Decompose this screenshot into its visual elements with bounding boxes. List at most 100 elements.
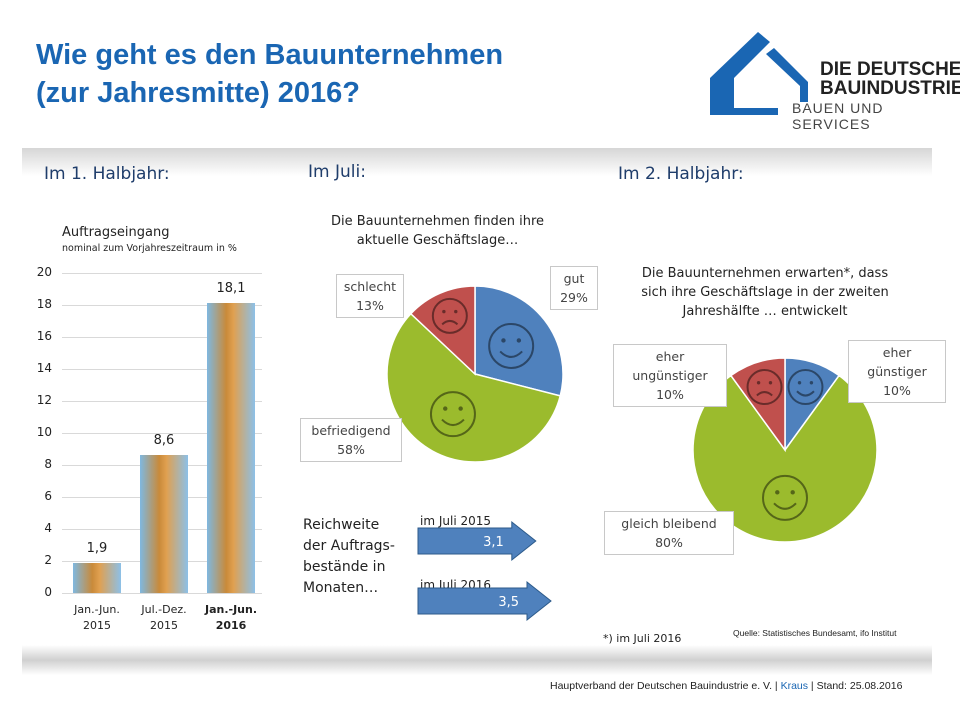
footer-org: Hauptverband der Deutschen Bauindustrie … <box>550 680 773 692</box>
arrow-value-label: 3,1 <box>483 535 504 550</box>
footnote: *) im Juli 2016 <box>603 632 682 645</box>
footer: Hauptverband der Deutschen Bauindustrie … <box>550 680 902 692</box>
arrow-bar <box>417 580 552 622</box>
gridline <box>62 273 262 274</box>
x-category-line: Jul.-Dez. <box>141 603 187 616</box>
pie-slice-schlecht <box>409 285 476 376</box>
y-tick-label: 16 <box>36 329 52 343</box>
logo-text: BAUINDUSTRIE <box>820 78 960 99</box>
y-tick-label: 0 <box>44 585 52 599</box>
callout-value: 58% <box>337 442 365 457</box>
top-band <box>22 148 932 176</box>
arrow-bar <box>417 520 537 562</box>
gridline <box>62 433 262 434</box>
y-tick-label: 2 <box>44 553 52 567</box>
pie2-title: Die Bauunternehmen erwarten*, dass sich i… <box>610 264 920 321</box>
y-tick-label: 4 <box>44 521 52 535</box>
gridline <box>62 337 262 338</box>
bar-value-label: 8,6 <box>153 433 175 449</box>
x-category-line: Jan.-Jun. <box>74 603 120 616</box>
section-heading: Im Juli: <box>308 162 366 182</box>
arrow-category: im Juli 2015 <box>420 514 492 528</box>
callout-label: gleich bleibend <box>621 516 717 531</box>
gridline <box>62 593 262 594</box>
gridline <box>62 369 262 370</box>
reichweite-line: Monaten… <box>303 580 379 596</box>
callout-label: günstiger <box>867 364 927 379</box>
footer-author: Kraus <box>780 680 809 692</box>
pie-slice-gut <box>474 285 564 397</box>
gridline <box>62 305 262 306</box>
title-line: Wie geht es den Bauunternehmen <box>36 39 504 71</box>
callout-value: 10% <box>656 387 684 402</box>
pie2-title-line: Die Bauunternehmen erwarten*, dass <box>641 266 889 281</box>
bottom-band <box>22 645 932 675</box>
pie1-title-line: Die Bauunternehmen finden ihre <box>330 214 545 229</box>
footer-sep: | <box>808 680 817 692</box>
smiley-icon <box>746 369 783 406</box>
section-heading: Im 2. Halbjahr: <box>618 164 744 184</box>
pie-slice-befriedigend <box>386 312 562 463</box>
arrow-value-label: 3,5 <box>498 595 519 610</box>
callout-befriedigend: befriedigend 58% <box>300 418 402 462</box>
smiley-icon <box>431 297 468 334</box>
pie1-title-line: aktuelle Geschäftslage… <box>356 233 519 248</box>
arrow-bar-chart: 3,1 3,5 <box>417 520 552 622</box>
callout-label: eher <box>655 349 685 364</box>
pie-slice-gleich-bleibend <box>692 374 878 543</box>
callout-schlecht: schlecht 13% <box>336 274 404 318</box>
y-tick-label: 14 <box>36 361 52 375</box>
callout-value: 29% <box>560 290 588 305</box>
gridline <box>62 401 262 402</box>
smiley-icon <box>429 391 476 438</box>
reichweite-line: der Auftrags- <box>303 538 395 554</box>
x-category-line: Jan.-Jun. <box>204 603 258 616</box>
callout-label: schlecht <box>343 279 397 294</box>
callout-label: eher <box>882 345 912 360</box>
logo: DIE DEUTSCHE BAUINDUSTRIE BAUEN UND SERVI… <box>708 30 960 132</box>
callout-label: ungünstiger <box>632 368 708 383</box>
house-logo-icon <box>710 32 808 115</box>
callout-gut: gut 29% <box>550 266 598 310</box>
x-category-label: Jan.-Jun. 2016 <box>196 602 266 634</box>
x-category-line: 2016 <box>215 619 247 632</box>
bar-value-label: 1,9 <box>86 540 108 556</box>
reichweite-line: Reichweite <box>303 517 380 533</box>
smiley-icon <box>762 474 808 521</box>
slide-title: Wie geht es den Bauunternehmen (zur Jahre… <box>36 36 656 112</box>
bar <box>140 455 188 593</box>
bar-chart-title: Auftragseingang <box>62 225 170 240</box>
pie2-title-line: sich ihre Geschäftslage in der zweiten <box>641 285 889 300</box>
y-tick-label: 10 <box>36 425 52 439</box>
logo-tagline: BAUEN UND SERVICES <box>792 100 884 132</box>
title-line: (zur Jahresmitte) 2016? <box>36 77 360 109</box>
pie-slice-eher-ungünstiger <box>729 357 786 453</box>
y-tick-label: 8 <box>44 457 52 471</box>
footer-date: Stand: 25.08.2016 <box>816 680 903 692</box>
pie-chart-current <box>386 285 564 463</box>
callout-value: 10% <box>883 383 911 398</box>
reichweite-label: Reichweite der Auftrags-bestände in Monate… <box>303 515 395 599</box>
logo-text: DIE DEUTSCHE <box>820 59 960 80</box>
pie-chart-expectation <box>692 357 878 543</box>
smiley-icon <box>488 322 535 369</box>
reichweite-line: bestände in <box>303 559 386 575</box>
pie2-title-line: Jahreshälfte … entwickelt <box>682 304 848 319</box>
callout-value: 13% <box>356 298 384 313</box>
y-tick-label: 6 <box>44 489 52 503</box>
x-category-line: 2015 <box>83 619 111 632</box>
bar-chart-subtitle: nominal zum Vorjahreszeitraum in % <box>62 243 237 254</box>
section-heading: Im 1. Halbjahr: <box>44 164 170 184</box>
callout-value: 80% <box>655 535 683 550</box>
y-tick-label: 12 <box>36 393 52 407</box>
y-tick-label: 20 <box>36 265 52 279</box>
y-tick-label: 18 <box>36 297 52 311</box>
x-category-label: Jul.-Dez. 2015 <box>129 602 199 634</box>
bar <box>207 303 255 593</box>
callout-label: befriedigend <box>311 423 391 438</box>
callout-label: gut <box>563 271 585 286</box>
bar-value-label: 18,1 <box>216 281 246 297</box>
bar <box>73 562 121 593</box>
callout-gleich-bleibend: gleich bleibend 80% <box>604 511 734 555</box>
source-note: Quelle: Statistisches Bundesamt, ifo Ins… <box>733 628 897 638</box>
